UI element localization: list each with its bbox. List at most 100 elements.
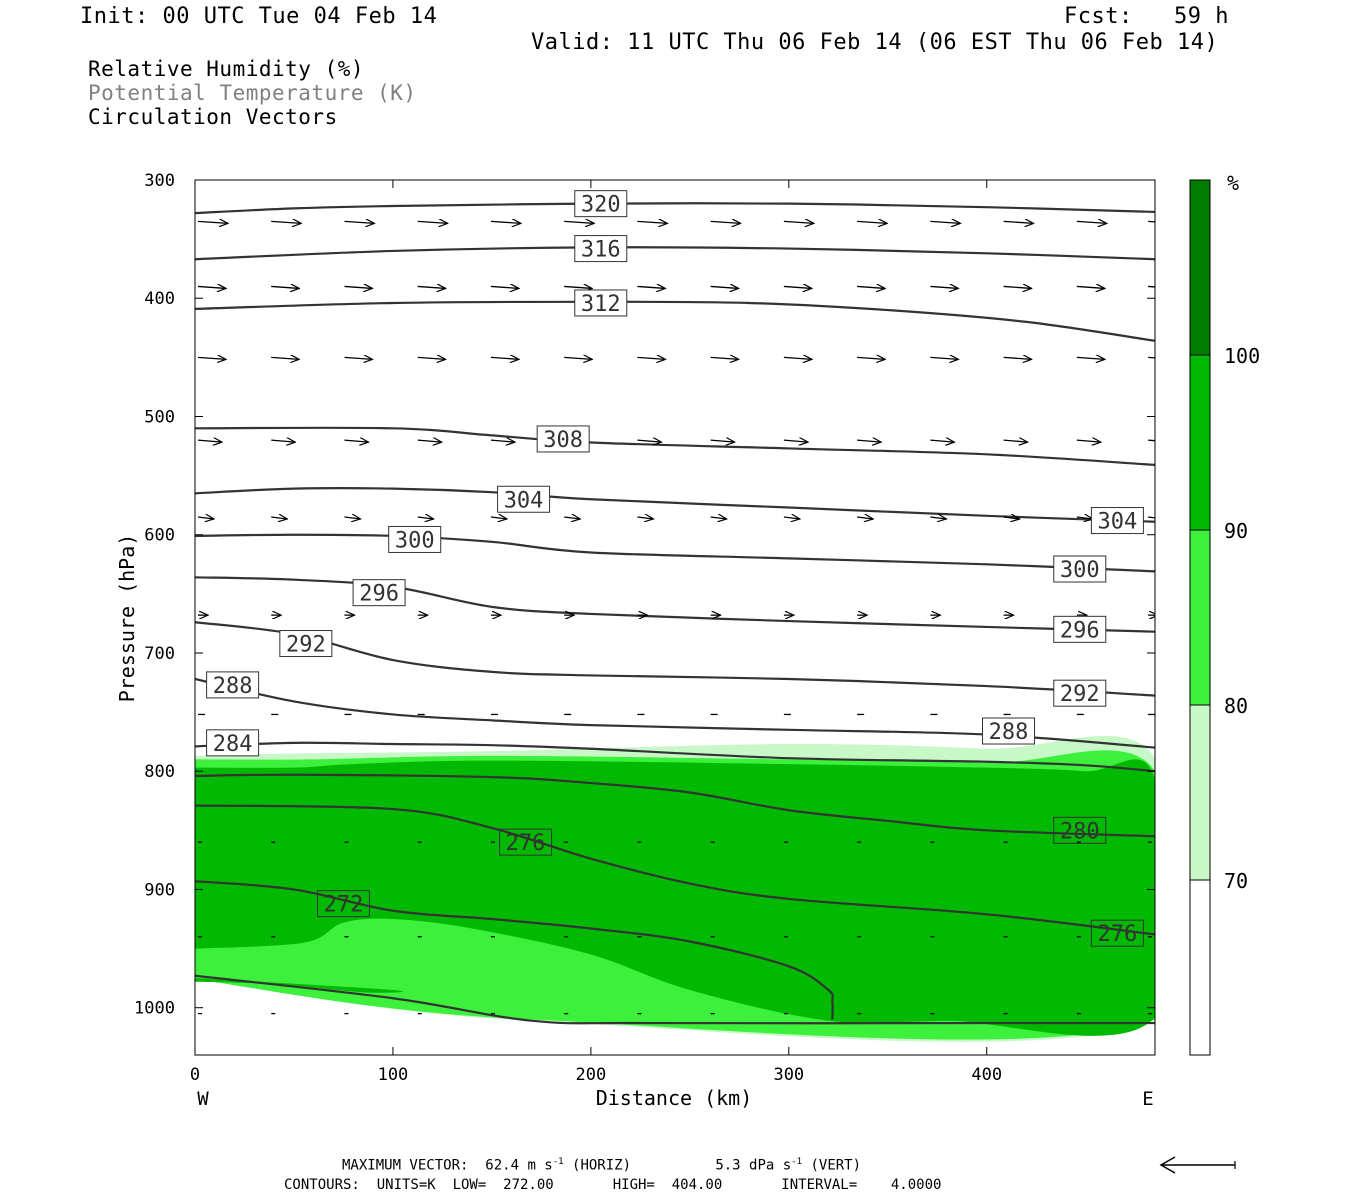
contour-label-text: 312 <box>581 292 621 317</box>
x-axis-label: Distance (km) <box>596 1086 753 1110</box>
circulation-vector <box>1003 517 1020 519</box>
max-vector-vert: 5.3 dPa s <box>715 1157 792 1174</box>
contour-label-box <box>982 717 1036 745</box>
contour-label-box <box>574 190 628 218</box>
contour-label-text: 276 <box>506 831 546 856</box>
circulation-vector <box>710 517 727 519</box>
circulation-vector <box>344 286 372 288</box>
circulation-vector <box>1003 357 1032 359</box>
circulation-vector <box>564 357 592 359</box>
circulation-vector <box>637 221 667 223</box>
circulation-vector <box>490 286 519 288</box>
x-tick-label: 0 <box>190 1065 200 1085</box>
y-tick-label: 600 <box>144 526 175 546</box>
circulation-vector <box>271 221 301 223</box>
x-tick-label: 200 <box>576 1065 607 1085</box>
circulation-vector <box>417 221 448 223</box>
contour-label-text: 272 <box>324 893 364 918</box>
circulation-vector <box>930 517 946 519</box>
contour-label-text: 276 <box>1098 922 1138 947</box>
contour-label-text: 296 <box>1060 618 1100 643</box>
max-vector-horiz-tag: (HORIZ) <box>572 1157 632 1174</box>
theta-contour-280 <box>195 773 1155 838</box>
contour-label-text: 308 <box>543 428 583 453</box>
circulation-vector <box>930 440 954 442</box>
circulation-vector <box>1148 517 1155 519</box>
circulation-vector <box>783 221 814 223</box>
circulation-vector <box>783 517 800 519</box>
contour-label-box <box>1053 816 1107 844</box>
contour-label-box <box>574 289 628 317</box>
circulation-vector <box>490 440 515 442</box>
contour-label-box <box>1090 919 1144 947</box>
circulation-vector <box>197 221 228 223</box>
contour-label-272: 272 <box>316 890 370 918</box>
circulation-vector <box>637 440 661 442</box>
colorbar-swatch <box>1190 180 1210 355</box>
circulation-vector <box>197 286 226 288</box>
contour-label-280: 280 <box>1053 816 1107 844</box>
circulation-vector <box>197 517 214 519</box>
circulation-vector <box>271 286 299 288</box>
y-tick-label: 1000 <box>134 999 175 1019</box>
contour-label-304: 304 <box>1090 507 1144 535</box>
contour-label-text: 316 <box>581 238 621 263</box>
theta-contour-296 <box>195 576 1155 633</box>
circulation-vector <box>1148 356 1155 359</box>
circulation-vector <box>857 286 885 288</box>
contour-label-text: 284 <box>213 732 253 757</box>
colorbar-frame <box>1189 179 1211 1056</box>
contour-label-292: 292 <box>279 630 333 658</box>
circulation-vector <box>1003 221 1034 223</box>
circulation-vector <box>197 357 226 359</box>
forecast-hour: Fcst: 59 h <box>1064 4 1229 29</box>
circulation-vector <box>344 440 368 442</box>
colorbar-swatch <box>1190 880 1210 1055</box>
circulation-vector <box>783 440 808 442</box>
circulation-vector <box>637 357 665 359</box>
circulation-vector <box>1003 286 1032 288</box>
circulation-vector <box>930 221 960 223</box>
circulation-vector <box>930 286 958 288</box>
circulation-vector <box>857 440 881 442</box>
contour-label-296: 296 <box>1053 615 1107 643</box>
field-theta-label: Potential Temperature (K) <box>88 81 417 105</box>
circulation-vector <box>857 517 873 519</box>
colorbar-swatch <box>1190 355 1210 530</box>
contour-label-292: 292 <box>1053 679 1107 707</box>
y-tick-label: 500 <box>144 407 175 427</box>
circulation-vector <box>1148 220 1155 223</box>
circulation-vector <box>1076 517 1093 519</box>
contour-label-box <box>1053 679 1107 707</box>
contour-label-box <box>1090 507 1144 535</box>
contour-label-box <box>316 890 370 918</box>
contour-label-288: 288 <box>206 671 260 699</box>
theta-contour-292 <box>195 621 1155 697</box>
circulation-vector <box>417 440 442 442</box>
y-axis-label: Pressure (hPa) <box>115 534 139 703</box>
x-tick-label: 400 <box>971 1065 1002 1085</box>
circulation-vector <box>344 357 372 359</box>
max-vector-horiz: 62.4 m s <box>485 1157 553 1174</box>
field-vectors-label: Circulation Vectors <box>88 105 338 129</box>
circulation-vector <box>197 440 222 442</box>
circulation-vector <box>564 286 592 288</box>
colorbar-level-label: 70 <box>1224 869 1248 893</box>
contour-label-text: 288 <box>989 720 1029 745</box>
y-tick-label: 700 <box>144 644 175 664</box>
theta-contour-304 <box>195 486 1155 523</box>
circulation-vector <box>1076 357 1105 359</box>
theta-contour-276 <box>195 974 1155 1025</box>
max-vector-label: MAXIMUM VECTOR: <box>342 1157 469 1174</box>
contour-label-text: 300 <box>395 528 435 553</box>
contour-label-text: 280 <box>1060 819 1100 844</box>
theta-contour-284 <box>195 741 1155 773</box>
contour-label-276: 276 <box>1090 919 1144 947</box>
reference-vector <box>1159 1156 1236 1174</box>
y-tick-label: 400 <box>144 289 175 309</box>
circulation-vector <box>930 357 958 359</box>
contours-info: CONTOURS: UNITS=K LOW= 272.00 HIGH= 404.… <box>284 1177 942 1193</box>
circulation-vector <box>564 221 594 223</box>
circulation-vector <box>710 440 735 442</box>
theta-contour-320 <box>195 202 1155 215</box>
